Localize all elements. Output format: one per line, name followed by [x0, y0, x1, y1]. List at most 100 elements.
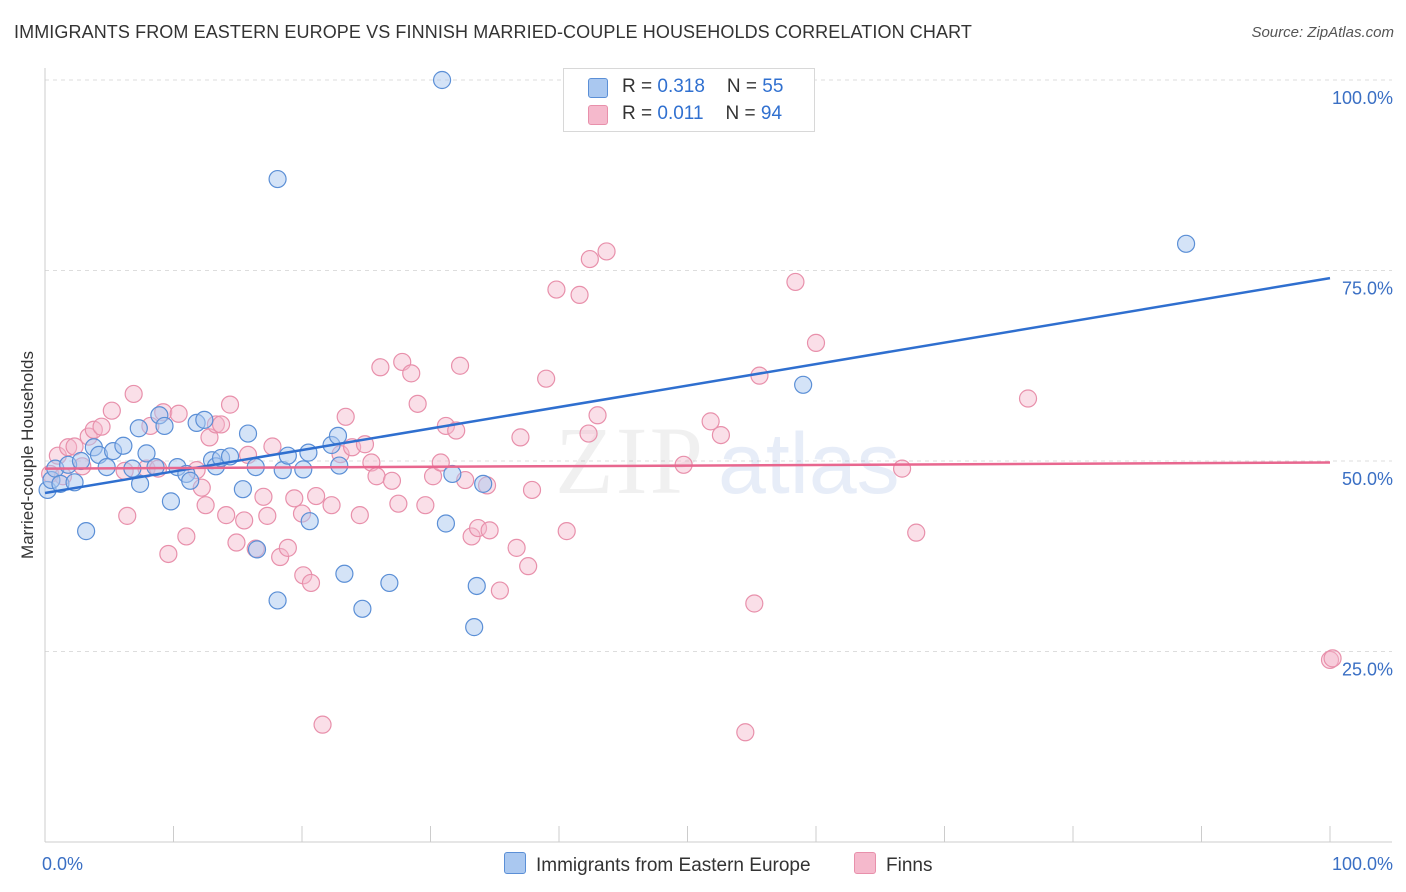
finns-point — [806, 333, 826, 352]
eastern-europe-points — [38, 70, 1196, 637]
finns-trend-line — [44, 461, 1331, 470]
finns-point — [124, 384, 143, 404]
bottom-legend-swatch-blue — [504, 852, 526, 874]
finns-point — [211, 415, 231, 434]
watermark: ZIP atlas — [555, 407, 900, 514]
finns-point — [579, 424, 598, 443]
eastern-europe-point — [353, 599, 372, 618]
eastern-europe-point — [238, 424, 258, 443]
finns-point — [892, 459, 912, 478]
finns-point — [580, 249, 599, 269]
finns-point — [177, 527, 196, 546]
axis-layer — [44, 68, 1392, 843]
trend-lines — [44, 276, 1331, 495]
finns-point — [263, 437, 282, 456]
finns-point — [597, 242, 616, 261]
finns-point — [408, 394, 427, 413]
bottom-legend-label: Finns — [886, 855, 933, 876]
y-tick-label: 100.0% — [1332, 88, 1393, 108]
finns-point — [447, 421, 466, 440]
finns-point — [416, 496, 435, 515]
finns-point — [294, 566, 313, 585]
finns-point — [102, 401, 121, 420]
finns-point — [382, 471, 402, 490]
tick-labels: 25.0% 50.0% 75.0% 100.0% 0.0% 100.0% — [42, 88, 1393, 874]
finns-point — [220, 395, 240, 414]
finns-point — [1323, 649, 1342, 668]
finns-point — [389, 494, 408, 513]
finns-point — [227, 533, 246, 552]
eastern-europe-point — [155, 416, 174, 436]
finns-point — [350, 506, 369, 525]
legend-r-label: R = — [622, 103, 658, 124]
eastern-europe-point — [129, 419, 148, 438]
finns-point — [701, 412, 720, 431]
source-label: Source: ZipAtlas.com — [1251, 24, 1394, 41]
finns-point — [507, 538, 526, 557]
x-tick-label: 0.0% — [42, 854, 83, 874]
bottom-legend-label: Immigrants from Eastern Europe — [536, 855, 811, 876]
finns-point — [547, 280, 566, 299]
finns-point — [588, 406, 607, 425]
finns-point — [271, 547, 290, 567]
finns-point — [235, 511, 254, 530]
finns-point — [711, 425, 731, 445]
watermark-zip: ZIP — [555, 407, 705, 514]
legend-n-value: 55 — [762, 76, 784, 97]
bottom-legend-eastern-europe: Immigrants from Eastern Europe — [504, 852, 811, 877]
eastern-europe-point — [181, 471, 200, 490]
eastern-europe-point — [465, 618, 484, 637]
finns-point — [336, 407, 355, 426]
finns-point — [217, 506, 236, 525]
eastern-europe-point — [268, 169, 287, 189]
correlation-legend: R = 0.318 N = 55 R = 0.011 N = 94 — [563, 68, 815, 132]
bottom-legend-finns: Finns — [854, 852, 932, 877]
legend-r-value: 0.011 — [657, 103, 704, 124]
finns-point — [196, 496, 215, 515]
legend-n-label: N = — [725, 103, 761, 124]
eastern-europe-point — [335, 564, 354, 583]
finns-point — [907, 523, 926, 542]
bottom-legend-swatch-pink — [854, 852, 876, 874]
eastern-europe-point — [278, 446, 297, 465]
legend-n-label: N = — [726, 76, 763, 97]
finns-point — [468, 518, 488, 538]
eastern-europe-point — [247, 540, 267, 559]
x-tick-label: 100.0% — [1332, 854, 1393, 874]
eastern-europe-point — [300, 512, 319, 531]
finns-point — [367, 467, 386, 486]
finns-point — [450, 356, 470, 375]
finns-point — [301, 573, 321, 593]
eastern-europe-point — [330, 456, 349, 475]
y-tick-label: 50.0% — [1342, 469, 1393, 489]
finns-point — [307, 486, 326, 506]
legend-r-value: 0.318 — [657, 76, 705, 97]
eastern-europe-point — [294, 460, 313, 479]
grid-layer — [45, 79, 1392, 652]
finns-point — [285, 489, 304, 508]
finns-point — [490, 581, 509, 600]
legend-n-value: 94 — [760, 103, 783, 124]
finns-point — [169, 404, 188, 423]
eastern-europe-point — [794, 375, 813, 394]
legend-swatch-pink — [588, 105, 608, 125]
eastern-europe-point — [432, 70, 452, 90]
finns-point — [736, 723, 755, 742]
eastern-europe-point — [77, 522, 96, 541]
chart-title: IMMIGRANTS FROM EASTERN EUROPE VS FINNIS… — [14, 22, 972, 42]
eastern-europe-point — [436, 514, 456, 533]
finns-point — [786, 272, 805, 292]
finns-point — [557, 522, 576, 541]
eastern-europe-point — [474, 474, 493, 493]
finns-point — [254, 487, 273, 506]
finns-point — [92, 417, 111, 436]
finns-point — [570, 285, 589, 304]
eastern-europe-point — [443, 464, 462, 484]
finns-point — [1018, 389, 1038, 408]
finns-point — [313, 715, 332, 734]
y-tick-label: 25.0% — [1342, 660, 1393, 680]
finns-point — [511, 428, 530, 447]
finns-point — [745, 594, 764, 613]
eastern-europe-point — [380, 573, 399, 593]
eastern-europe-point — [114, 436, 133, 455]
